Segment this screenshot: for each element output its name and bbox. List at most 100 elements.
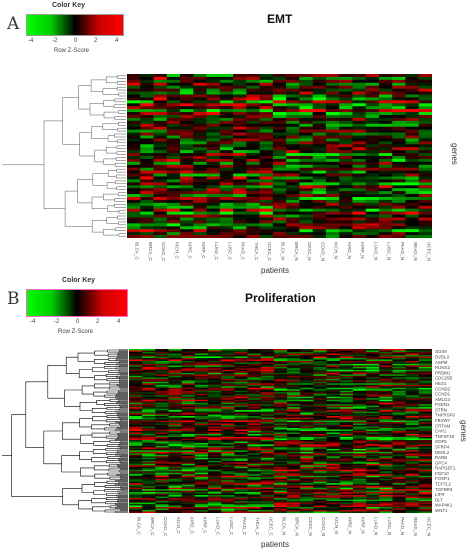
heatmap-cell [247, 472, 262, 475]
heatmap-cell [234, 366, 248, 369]
heatmap-cell [366, 496, 380, 499]
heatmap-cell [233, 197, 247, 201]
heatmap-cell [287, 408, 301, 411]
heatmap-cell [155, 438, 169, 441]
dendrogram-branch [117, 445, 128, 448]
heatmap-cell [352, 459, 367, 462]
heatmap-cell [326, 405, 341, 408]
heatmap-cell [379, 431, 393, 433]
heatmap-cell [326, 429, 341, 432]
dendrogram-branch [119, 380, 128, 382]
heatmap-cell [286, 100, 300, 104]
heatmap-cell [206, 223, 221, 227]
dendrogram-branch [92, 416, 107, 422]
heatmap-cell [300, 469, 314, 472]
dendrogram-branch [119, 447, 128, 450]
heatmap-cell [221, 432, 235, 435]
heatmap-cell [180, 144, 194, 148]
heatmap-cell [194, 405, 209, 408]
heatmap-cell [208, 471, 222, 474]
heatmap-cell [260, 404, 275, 406]
heatmap-cell [168, 489, 182, 491]
heatmap-cell [194, 411, 209, 414]
heatmap-cell [142, 474, 156, 477]
heatmap-cell [247, 417, 262, 420]
row-label: RAPGEF1 [435, 466, 456, 471]
heatmap-cell [366, 402, 380, 405]
heatmap-cell [129, 365, 143, 368]
heatmap-cell [313, 490, 327, 493]
heatmap-cell [392, 480, 406, 482]
column-label: KIRP_N [361, 517, 366, 534]
heatmap-cell [234, 419, 248, 421]
heatmap-cell [166, 147, 181, 151]
heatmap-cell [129, 431, 143, 433]
heatmap-cell [352, 197, 366, 201]
heatmap-cell [326, 410, 341, 412]
heatmap-cell [168, 439, 182, 442]
heatmap-cell [339, 495, 354, 497]
heatmap-cell [352, 85, 366, 89]
heatmap-cell [286, 235, 300, 238]
heatmap-cell [247, 378, 262, 381]
heatmap-cell [392, 505, 406, 508]
heatmap-cell [339, 353, 354, 356]
heatmap-cell [312, 138, 327, 142]
heatmap-cell [379, 489, 393, 491]
heatmap-cell [127, 85, 141, 89]
heatmap-cell [286, 185, 300, 189]
heatmap-cell [300, 374, 314, 377]
heatmap-cell [260, 475, 275, 478]
heatmap-cell [339, 217, 353, 221]
heatmap-cell [300, 435, 314, 438]
heatmap-cell [326, 432, 341, 435]
heatmap-cell [352, 493, 367, 496]
heatmap-cell [208, 436, 222, 439]
heatmap-cell [180, 138, 194, 142]
heatmap-cell [325, 232, 340, 236]
heatmap-cell [418, 381, 432, 384]
heatmap-cell [180, 150, 194, 154]
heatmap-cell [378, 117, 393, 122]
heatmap-cell [352, 510, 367, 512]
heatmap-cell [129, 436, 143, 439]
heatmap-cell [405, 484, 420, 487]
heatmap-cell [129, 448, 143, 451]
heatmap-cell [194, 510, 209, 512]
heatmap-cell [247, 389, 262, 392]
heatmap-cell [127, 94, 141, 98]
chart-title: EMT [267, 12, 293, 26]
dendrogram-branch [114, 180, 126, 185]
heatmap-cell [339, 478, 354, 481]
heatmap-cell [313, 404, 327, 406]
heatmap-cell [247, 350, 262, 353]
heatmap-cell [153, 123, 168, 128]
heatmap-cell [181, 478, 196, 481]
heatmap-cell [339, 88, 353, 92]
heatmap-cell [168, 389, 182, 392]
heatmap-cell [142, 396, 156, 399]
heatmap-cell [405, 350, 420, 353]
heatmap-cell [247, 477, 262, 480]
heatmap-cell [129, 417, 143, 420]
heatmap-cell [219, 109, 234, 113]
heatmap-cell [181, 398, 196, 400]
heatmap-cell [352, 115, 366, 119]
heatmap-cell [325, 170, 340, 174]
heatmap-cell [181, 353, 196, 356]
heatmap-cell [129, 492, 143, 494]
heatmap-cell [300, 444, 314, 447]
heatmap-cell [180, 82, 194, 87]
heatmap-cell [221, 377, 235, 380]
heatmap-cell [325, 132, 340, 136]
heatmap-cell [313, 356, 327, 359]
heatmap-cell [208, 469, 222, 472]
heatmap-cell [247, 435, 262, 438]
heatmap-cell [392, 438, 406, 441]
heatmap-cell [392, 369, 406, 372]
heatmap-cell [194, 477, 209, 480]
heatmap-cell [287, 489, 301, 491]
heatmap-cell [221, 447, 235, 450]
heatmap-cell [142, 483, 156, 485]
heatmap-cell [180, 214, 194, 218]
